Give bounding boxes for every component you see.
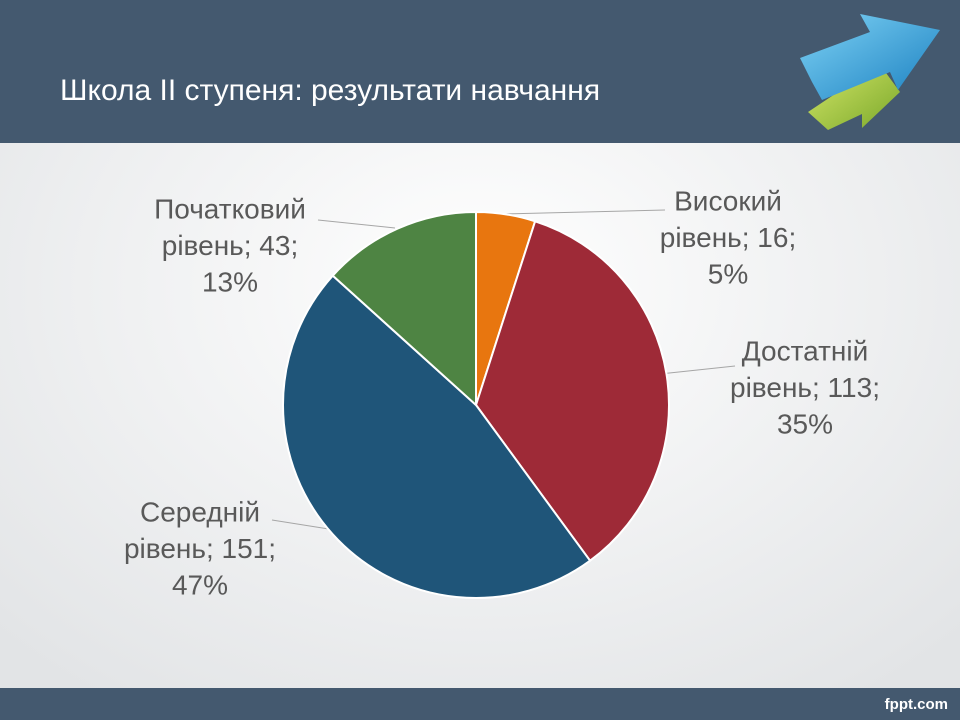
footer-text: fppt.com bbox=[885, 696, 948, 713]
arrows-icon bbox=[800, 14, 940, 130]
data-label: Початковий bbox=[154, 193, 306, 224]
data-label: 13% bbox=[202, 266, 258, 297]
data-label: 5% bbox=[708, 258, 748, 289]
data-label: Достатній bbox=[742, 335, 868, 366]
header-band bbox=[0, 0, 960, 143]
pie-slice bbox=[282, 274, 592, 599]
pie bbox=[282, 210, 670, 599]
data-label: рівень; 43; bbox=[162, 230, 298, 261]
data-label: 35% bbox=[777, 408, 833, 439]
pie-slice bbox=[331, 210, 477, 408]
data-label: Середній bbox=[140, 496, 260, 527]
data-label: 47% bbox=[172, 569, 228, 600]
pie-slice bbox=[474, 220, 670, 563]
data-label: Високий bbox=[674, 185, 782, 216]
footer-band bbox=[0, 688, 960, 720]
data-label: рівень; 151; bbox=[124, 533, 276, 564]
slide-title: Школа ІІ ступеня: результати навчання bbox=[60, 74, 600, 107]
leader-lines bbox=[271, 209, 736, 531]
data-label: рівень; 16; bbox=[660, 222, 796, 253]
data-label: рівень; 113; bbox=[730, 372, 880, 403]
data-labels: Високий рівень; 16; 5% Достатній рівень; 113… bbox=[124, 185, 880, 600]
